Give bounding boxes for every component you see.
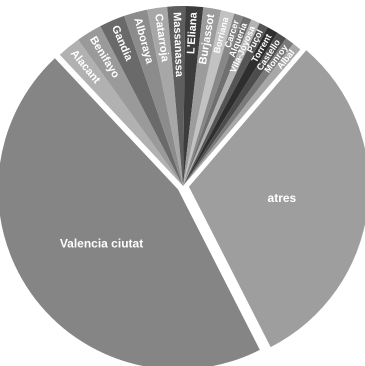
slice-carcer: [183, 13, 243, 186]
slice-label-atres: atres: [268, 191, 297, 205]
slice-valencia-ciutat: [0, 58, 260, 366]
slice-label-l-eliana: L'Eliana: [185, 11, 200, 54]
slice-massanassa: [167, 5, 186, 186]
slice-atres: [188, 50, 365, 348]
slice-borriana: [183, 10, 235, 187]
slice-castello: [183, 32, 287, 187]
slice-label-valencia-ciutat: Valencia ciutat: [60, 236, 143, 250]
slice-burjassot: [183, 7, 222, 187]
slice-albal: [183, 43, 301, 187]
slice-torrent: [183, 27, 278, 187]
slice-vila-joyosa: [183, 19, 260, 187]
slice-l-eliana: [183, 6, 204, 187]
slice-label-massanassa: Massanassa: [171, 12, 185, 78]
slice-catarroja: [147, 6, 183, 186]
slice-alqueria: [183, 16, 252, 186]
slice-gandia: [100, 15, 183, 187]
slice-alboraya: [124, 9, 183, 186]
pie-slices: [0, 5, 365, 366]
slice-alacant: [59, 39, 183, 186]
slice-benifayo: [78, 26, 183, 187]
slice-monroy: [183, 38, 294, 187]
slice-pucol: [183, 23, 268, 186]
